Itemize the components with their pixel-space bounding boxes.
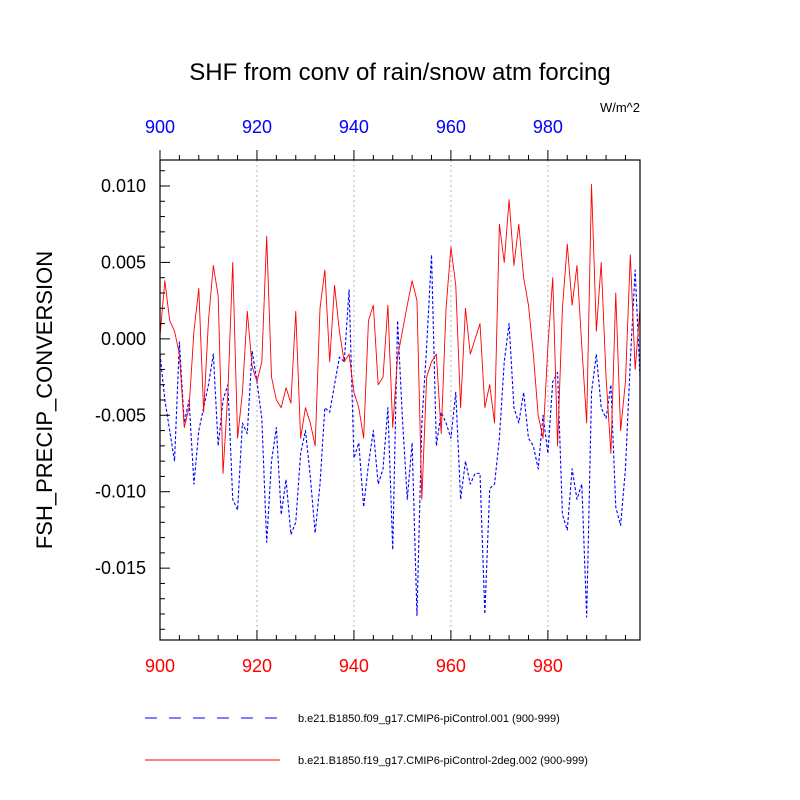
legend: b.e21.B1850.f09_g17.CMIP6-piControl.001 …: [145, 713, 588, 767]
grid-lines: [256, 160, 549, 640]
x-tick-label-bottom: 900: [145, 656, 175, 676]
chart-title: SHF from conv of rain/snow atm forcing: [189, 59, 610, 86]
y-tick-label: -0.010: [95, 482, 146, 502]
x-tick-label-bottom: 920: [242, 656, 272, 676]
axes: 900 900 920 920 940 940 960 960 980 980 0.010 0.005…: [95, 117, 641, 676]
y-tick-label: -0.005: [95, 405, 146, 425]
x-tick-label-bottom: 960: [436, 656, 466, 676]
series-line-2: [159, 184, 641, 500]
x-tick-label-top: 940: [339, 117, 369, 137]
x-tick-label-top: 900: [145, 117, 175, 137]
x-tick-label-bottom: 940: [339, 656, 369, 676]
y-tick-label: 0.010: [101, 176, 146, 196]
x-tick-label-top: 920: [242, 117, 272, 137]
plot-frame: [159, 159, 641, 641]
x-tick-label-top: 980: [533, 117, 563, 137]
units-label: W/m^2: [600, 100, 640, 115]
series-line-1: [159, 254, 641, 618]
x-tick-label-bottom: 980: [533, 656, 563, 676]
legend-label-2: b.e21.B1850.f19_g17.CMIP6-piControl-2deg…: [298, 755, 588, 767]
y-tick-label: -0.015: [95, 558, 146, 578]
x-tick-label-top: 960: [436, 117, 466, 137]
series-lines: [159, 184, 641, 618]
legend-label-1: b.e21.B1850.f09_g17.CMIP6-piControl.001 …: [298, 713, 560, 725]
y-tick-label: 0.005: [101, 252, 146, 272]
y-axis-label: FSH_PRECIP_CONVERSION: [32, 251, 57, 549]
y-tick-label: 0.000: [101, 329, 146, 349]
